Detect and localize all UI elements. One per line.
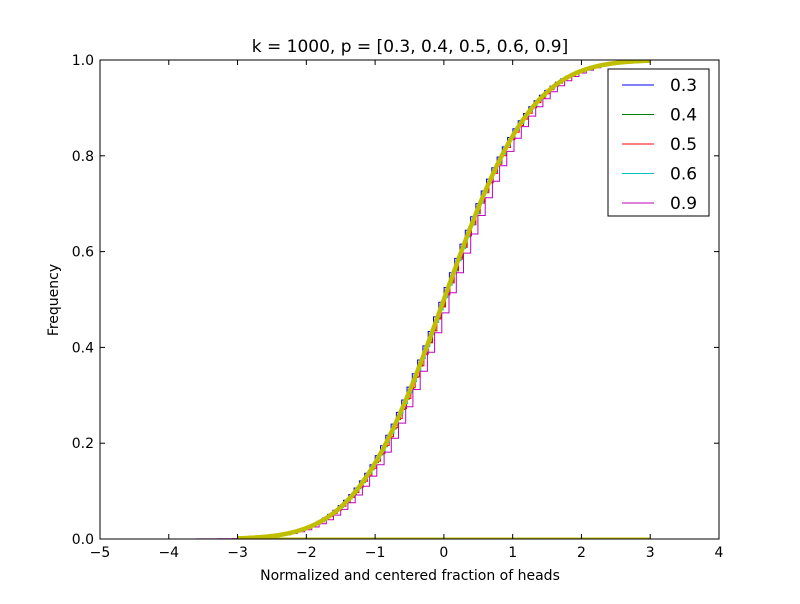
y-tick-label: 1.0 [72,53,94,69]
legend-label-0.5: 0.5 [670,135,697,155]
y-tick-label: 0.0 [72,532,94,548]
legend-label-0.9: 0.9 [670,194,697,214]
reference-cdf-curve [236,60,652,539]
y-axis-label: Frequency [46,264,62,336]
legend-label-0.3: 0.3 [670,76,697,96]
y-tick-label: 0.6 [72,245,94,261]
x-tick-label: −2 [296,545,317,561]
chart-title: k = 1000, p = [0.3, 0.4, 0.5, 0.6, 0.9] [252,37,568,57]
x-tick-label: −5 [90,545,111,561]
x-tick-label: −1 [365,545,386,561]
x-tick-label: −3 [227,545,248,561]
axes-border [99,59,720,540]
x-tick-label: 2 [577,545,586,561]
legend-box [607,68,710,217]
x-tick-label: 4 [715,545,724,561]
plot-area [196,60,652,539]
y-tick-label: 0.2 [72,436,94,452]
axis-ticks: −5 −4 −3 −2 −1 0 1 2 3 4 0.0 0.2 0.4 0.6 0.8 1.0 [72,53,724,561]
x-tick-label: 1 [508,545,517,561]
legend-label-0.4: 0.4 [670,106,697,126]
legend: 0.3 0.4 0.5 0.6 0.9 [607,68,710,217]
axes-frame [99,59,720,540]
x-tick-label: −4 [158,545,179,561]
x-tick-label: 3 [646,545,655,561]
legend-label-0.6: 0.6 [670,165,697,185]
x-axis-label: Normalized and centered fraction of head… [260,568,560,584]
y-tick-label: 0.4 [72,340,94,356]
x-tick-label: 0 [439,545,448,561]
y-tick-label: 0.8 [72,149,94,165]
